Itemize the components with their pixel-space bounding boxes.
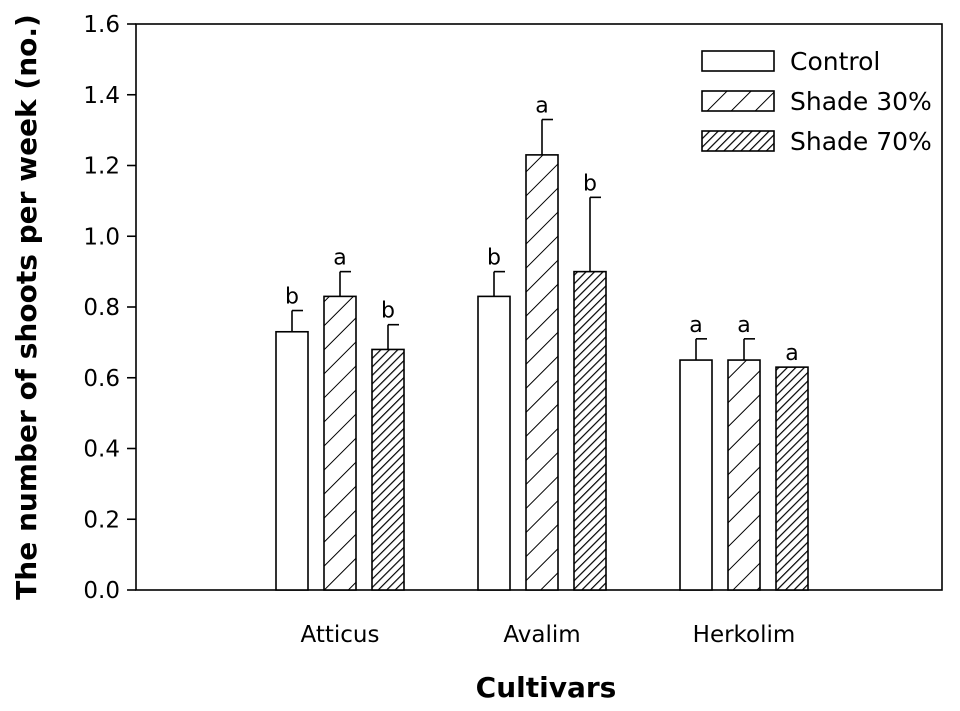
significance-letter: a [737, 313, 750, 338]
significance-letter: b [285, 285, 299, 310]
y-tick-label: 0.4 [83, 437, 120, 463]
legend-label: Control [790, 47, 880, 76]
significance-letter: a [333, 246, 346, 271]
x-tick-label: Atticus [301, 622, 380, 648]
x-axis-title: Cultivars [476, 671, 617, 704]
x-tick-label: Avalim [503, 622, 580, 648]
bar [525, 154, 559, 591]
significance-letter: a [535, 94, 548, 119]
legend-swatch [701, 50, 775, 72]
legend: Control Shade 30% Shade 70% [701, 47, 932, 156]
significance-letter: a [785, 341, 798, 366]
y-tick-label: 0.0 [83, 578, 120, 604]
y-tick-label: 1.0 [83, 224, 120, 250]
bar [275, 330, 309, 591]
bar [727, 359, 761, 591]
significance-letter: a [689, 313, 702, 338]
bar [775, 366, 809, 591]
y-tick-label: 1.2 [83, 154, 120, 180]
bar [477, 295, 511, 591]
y-axis: 0.0 0.2 0.4 0.6 0.8 1.0 1.2 1.4 1.6 [83, 12, 136, 604]
x-tick-label: Herkolim [693, 622, 796, 648]
y-tick-label: 1.4 [83, 83, 120, 109]
y-tick-label: 1.6 [83, 12, 120, 38]
y-tick-label: 0.2 [83, 507, 120, 533]
significance-letter: b [583, 171, 597, 196]
y-tick-label: 0.6 [83, 366, 120, 392]
y-tick-label: 0.8 [83, 295, 120, 321]
legend-label: Shade 30% [790, 87, 932, 116]
bar [679, 359, 713, 591]
significance-letter: b [487, 246, 501, 271]
y-axis-title: The number of shoots per week (no.) [10, 14, 43, 600]
bars-group: b b a a a a b b a [275, 94, 809, 591]
bar [371, 348, 405, 591]
legend-swatch [701, 90, 775, 112]
x-axis: Atticus Avalim Herkolim [301, 622, 796, 648]
bar [323, 295, 357, 591]
bar [573, 270, 607, 591]
legend-label: Shade 70% [790, 127, 932, 156]
legend-swatch [701, 130, 775, 152]
significance-letter: b [381, 299, 395, 324]
